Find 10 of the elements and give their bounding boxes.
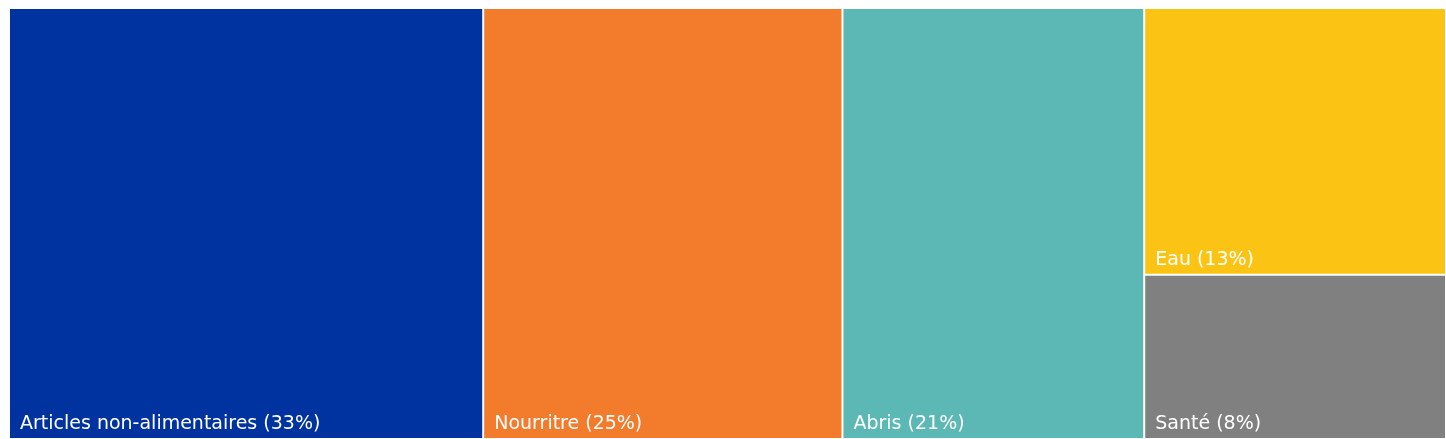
category-label: Eau <box>1155 246 1191 269</box>
data-label: (25%) <box>585 411 643 433</box>
data-label: (13%) <box>1196 246 1255 269</box>
category-label: Santé <box>1155 411 1211 433</box>
category-label: Abris <box>853 411 902 433</box>
data-label: (33%) <box>263 411 321 433</box>
category-label: Articles non-alimentaires <box>20 411 258 433</box>
data-label: (8%) <box>1216 411 1262 433</box>
category-label: Nourritre <box>494 411 580 433</box>
data-label: (21%) <box>907 411 965 433</box>
